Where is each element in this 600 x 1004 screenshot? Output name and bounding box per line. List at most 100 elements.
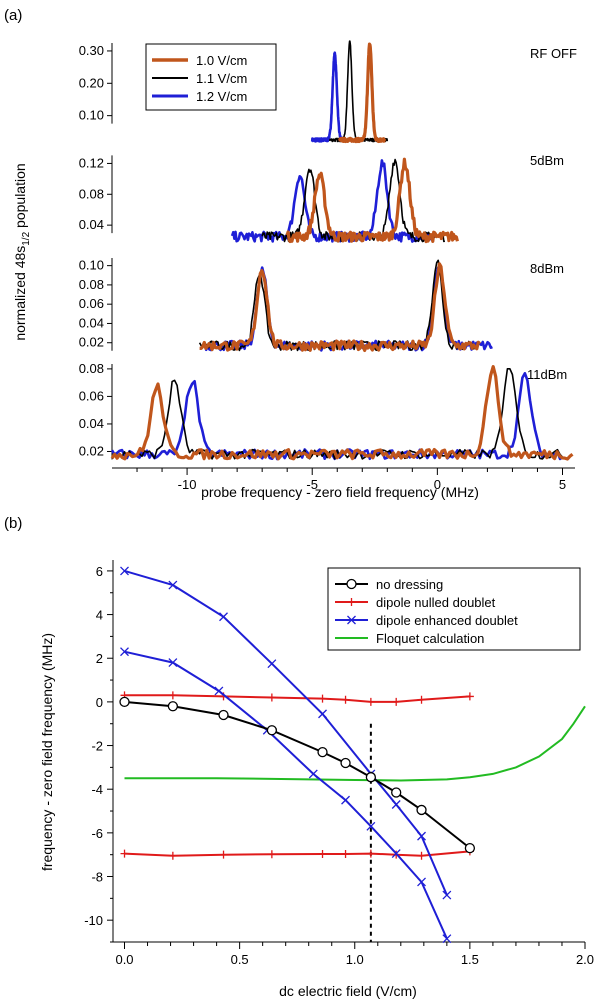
x-tick-label: 5 (559, 477, 566, 492)
data-point (366, 821, 376, 831)
data-point (391, 849, 401, 859)
data-point (318, 850, 327, 859)
series-line (124, 650, 448, 940)
panel-a-label: (a) (4, 7, 22, 24)
panel-a: (a) 0.10 0.20 0.30 RF OFF 0.04 0.08 0.12 5dBm 0.… (4, 7, 577, 500)
y-tick-label: 0.04 (79, 217, 104, 232)
legend-item-dipole-nulled-doublet: dipole nulled doublet (335, 595, 496, 610)
legend-marker (347, 615, 356, 625)
data-point (366, 849, 375, 858)
subplot-label: 11dBm (527, 367, 567, 382)
x-tick-label: -5 (306, 477, 318, 492)
x-tick-label: 1.5 (461, 952, 479, 967)
y-tick-label: 0.06 (79, 296, 104, 311)
x-tick-label: 0.0 (115, 952, 133, 967)
panel-a-x-axis-label: probe frequency - zero field frequency (… (201, 484, 479, 500)
legend-label: 1.1 V/cm (196, 71, 247, 86)
trace-1-0-v-cm (110, 365, 574, 461)
y-tick-label: 0.10 (79, 258, 104, 273)
y-tick-label: -6 (91, 826, 103, 841)
trace-1-2-v-cm (230, 159, 436, 243)
panel-a-x-axis: -10 -5 0 5 (112, 467, 575, 492)
y-tick-label: 0.02 (79, 443, 104, 458)
y-tick-label: 0.04 (79, 315, 104, 330)
trace-1-2-v-cm (203, 266, 493, 352)
y-tick-label: -2 (91, 739, 103, 754)
data-point (391, 787, 402, 798)
x-tick-label: -10 (178, 477, 197, 492)
legend-label: Floquet calculation (376, 631, 484, 646)
data-point (442, 890, 452, 900)
data-point (120, 849, 129, 858)
legend-label: dipole nulled doublet (376, 595, 496, 610)
y-tick-label: 0.08 (79, 361, 104, 376)
panel-b-label: (b) (4, 515, 22, 532)
data-point (416, 804, 427, 816)
data-point (341, 850, 350, 859)
data-point (266, 725, 278, 736)
series-line (124, 700, 471, 849)
subplot-label: RF OFF (530, 46, 577, 61)
y-tick-label: 0.04 (79, 416, 104, 431)
data-point (120, 647, 129, 657)
series-line (124, 705, 586, 782)
legend-label: 1.2 V/cm (196, 89, 247, 104)
panel-a-legend: 1.0 V/cm 1.1 V/cm 1.2 V/cm (145, 43, 277, 111)
trace-1-2-v-cm (310, 51, 347, 143)
y-tick-label: -10 (84, 913, 103, 928)
legend-label: dipole enhanced doublet (376, 613, 518, 628)
legend-label: no dressing (376, 577, 443, 592)
legend-item-dipole-enhanced-doublet: dipole enhanced doublet (335, 613, 518, 628)
y-tick-label: 0.06 (79, 388, 104, 403)
data-point (341, 695, 350, 704)
data-point (167, 701, 179, 712)
data-point (168, 851, 177, 860)
y-tick-label: 0.08 (79, 277, 104, 292)
data-point (218, 709, 229, 721)
panel-a-y-axis-label: normalized 48s1/2 population (12, 163, 32, 340)
series-dipole-nulled-doublet (120, 691, 474, 706)
x-tick-label: 0 (434, 477, 441, 492)
data-point (365, 772, 377, 783)
legend-marker (346, 578, 357, 590)
data-point (442, 934, 452, 944)
x-tick-label: 0.5 (231, 952, 249, 967)
data-point (465, 692, 474, 701)
y-tick-label: 0 (96, 695, 103, 710)
series-branch-2 (120, 847, 474, 860)
data-point (464, 842, 476, 854)
subplot-label: 8dBm (530, 261, 564, 276)
y-tick-label: 0.12 (79, 155, 104, 170)
panel-a-y-label-main: normalized 48s (12, 246, 28, 341)
subplot-label: 5dBm (530, 153, 564, 168)
data-point (168, 580, 178, 590)
data-point (318, 694, 327, 703)
data-point (417, 831, 426, 841)
panel-a-y-label-suffix: population (12, 163, 28, 232)
legend-marker (347, 598, 356, 606)
y-tick-label: -4 (91, 782, 103, 797)
panel-b-x-axis-label: dc electric field (V/cm) (279, 983, 417, 999)
legend-label: 1.0 V/cm (196, 53, 247, 68)
y-tick-label: 4 (96, 608, 103, 623)
trace-1-0-v-cm (199, 262, 481, 352)
y-tick-label: 0.20 (79, 75, 104, 90)
data-point (417, 695, 426, 704)
data-point (120, 566, 129, 576)
subplot-rf-off: 0.10 0.20 0.30 RF OFF (79, 40, 577, 144)
subplot-8dbm: 0.02 0.04 0.06 0.08 0.10 8dBm (79, 258, 564, 352)
data-point (267, 850, 276, 859)
legend-item-no-dressing: no dressing (335, 577, 443, 592)
data-point (168, 658, 178, 668)
y-tick-label: 0.30 (79, 43, 104, 58)
trace-1-1-v-cm (111, 367, 564, 460)
y-tick-label: 0.02 (79, 335, 104, 350)
legend-item-floquet-calculation: Floquet calculation (335, 631, 484, 646)
y-tick-label: 0.08 (79, 186, 104, 201)
trace-1-0-v-cm (285, 157, 459, 244)
data-point (417, 851, 426, 860)
data-point (392, 697, 401, 706)
y-tick-label: -8 (91, 870, 103, 885)
data-point (417, 877, 426, 887)
